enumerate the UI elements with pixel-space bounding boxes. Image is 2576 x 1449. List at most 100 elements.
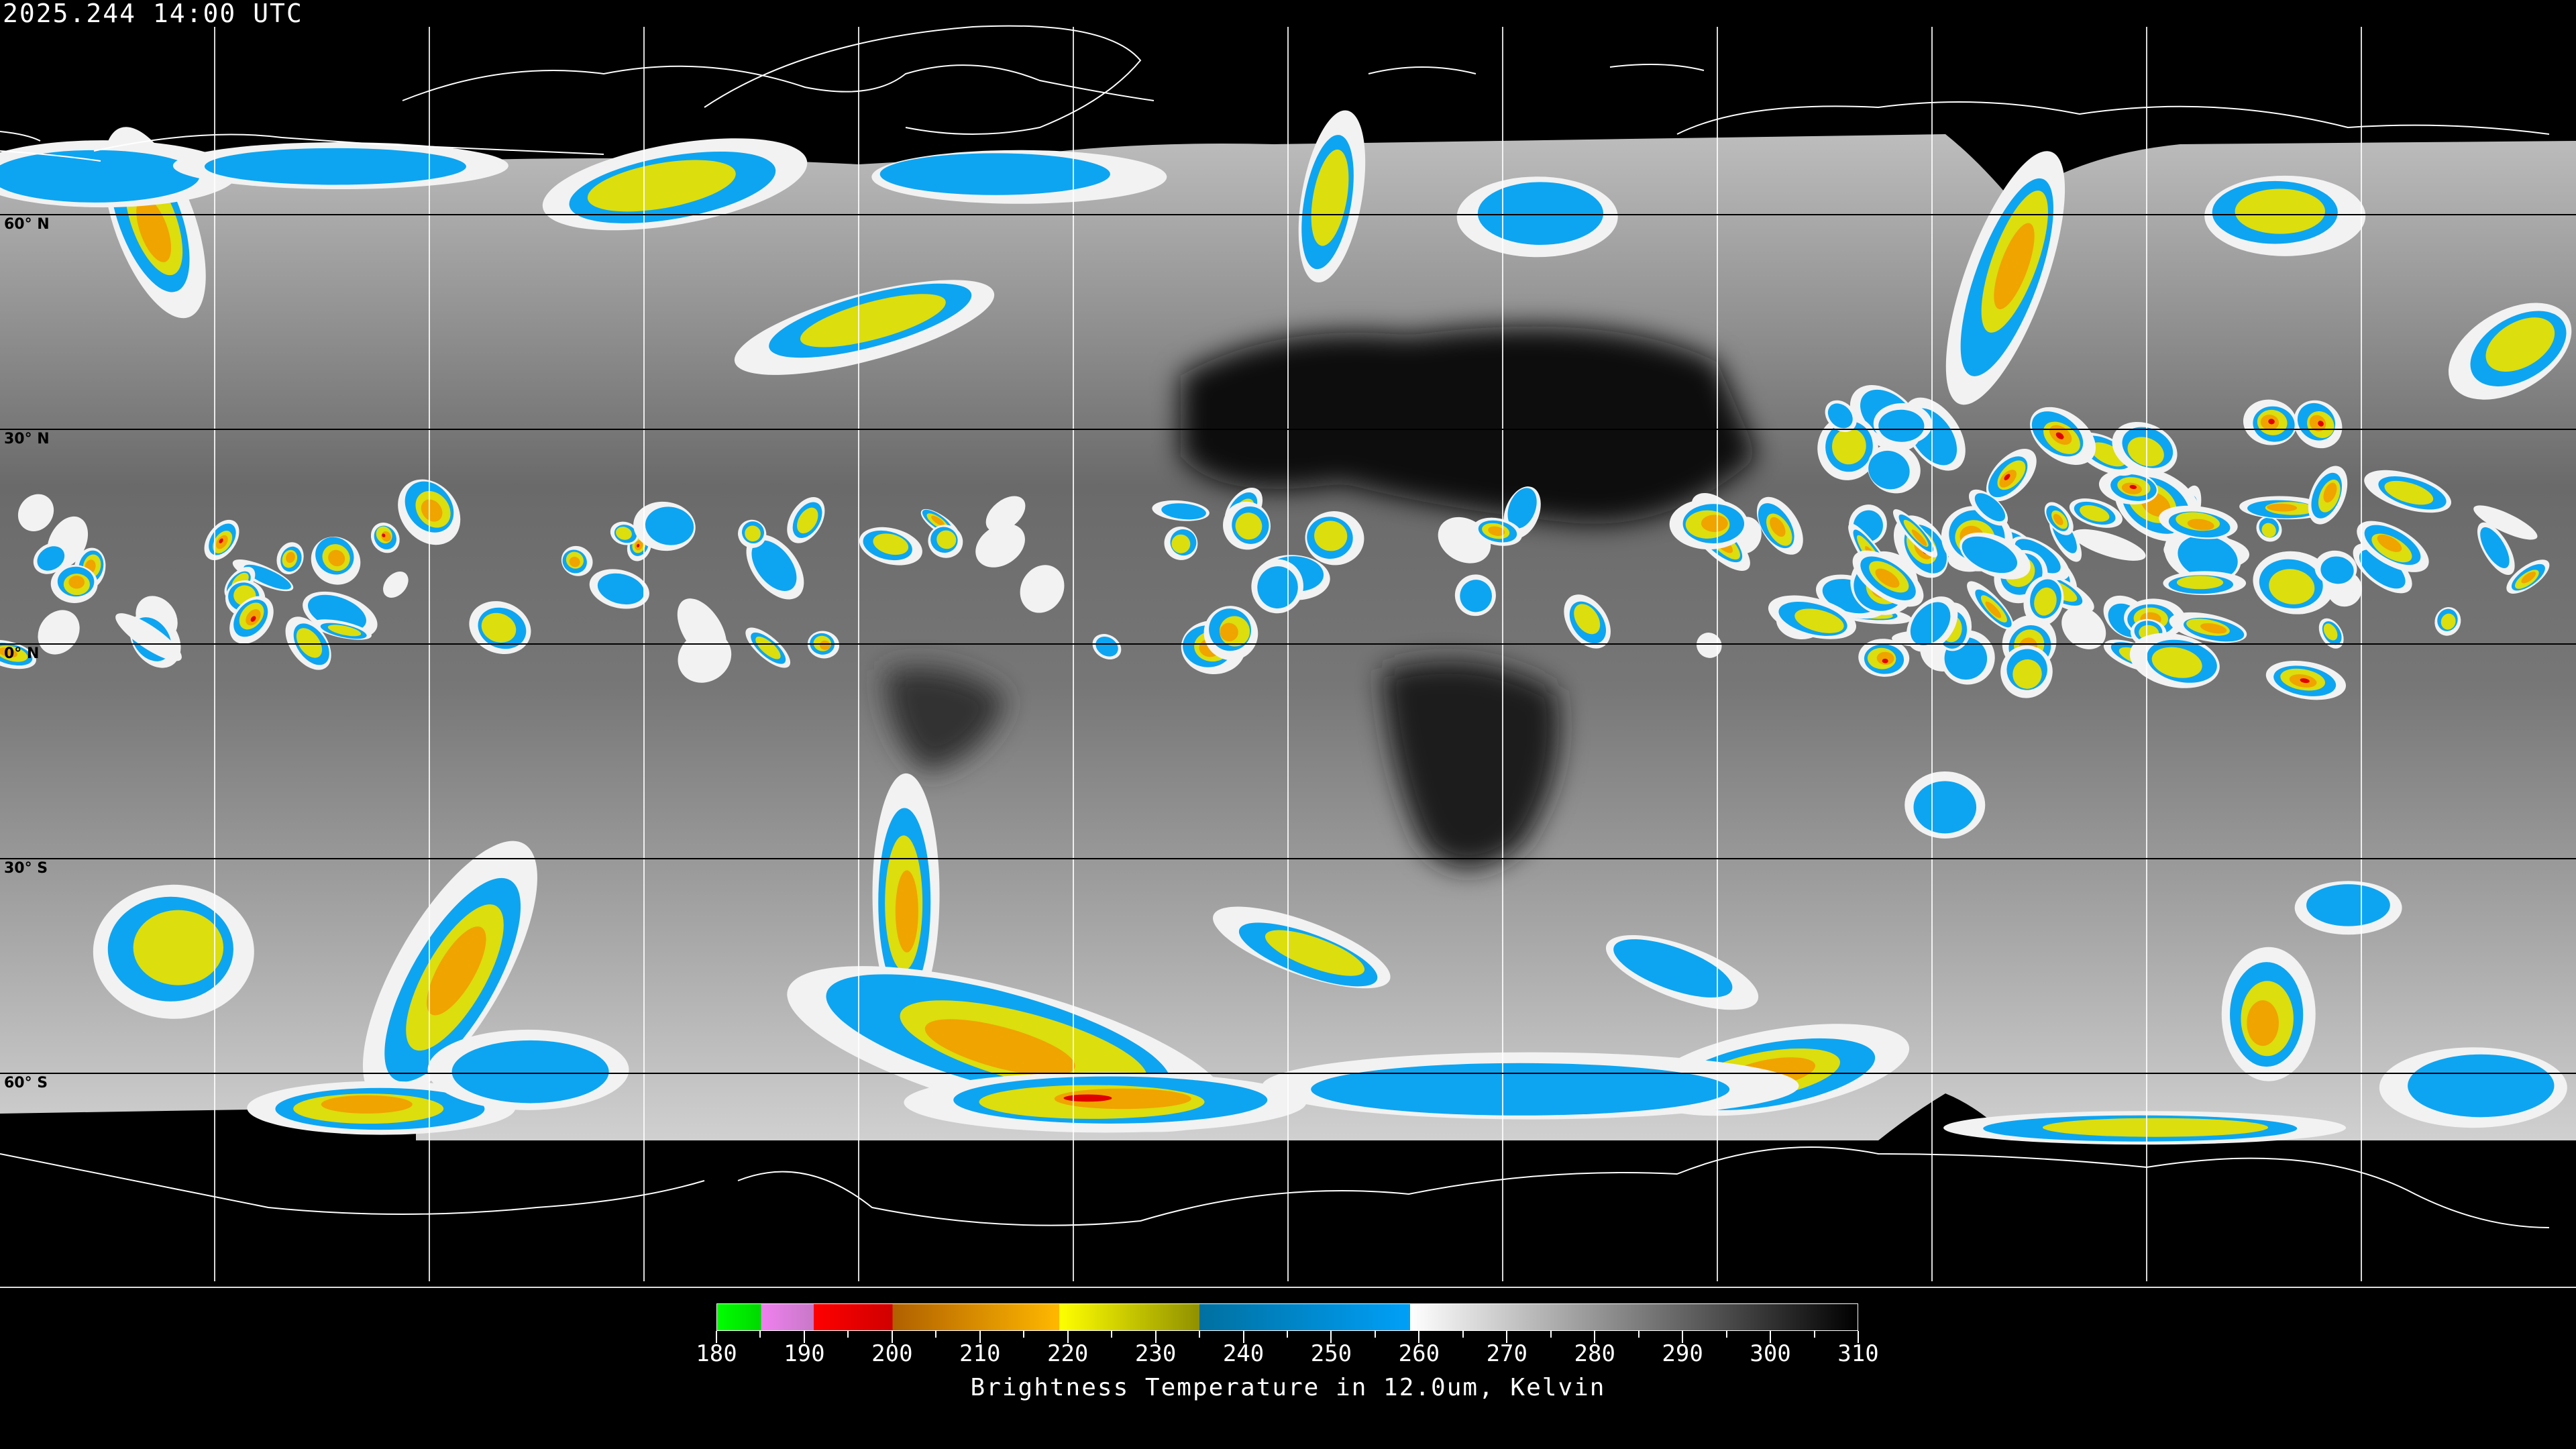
cloud-blob — [1832, 428, 1866, 465]
cloud-blob — [451, 1040, 609, 1104]
cloud-blob — [2072, 529, 2146, 561]
cloud-blob — [2055, 432, 2064, 439]
colorbar-tick — [1638, 1331, 1640, 1338]
cloud-blob — [2012, 659, 2042, 689]
cloud-blob — [1875, 568, 1900, 588]
colorbar-tick — [935, 1331, 937, 1338]
colorbar-tick-label: 280 — [1574, 1340, 1615, 1367]
lat-label-30s: 30° S — [4, 860, 48, 877]
cloud-blob — [2261, 523, 2276, 538]
satellite-map — [0, 25, 2576, 1281]
cloud-blob — [2318, 421, 2324, 427]
colorbar-tick — [1023, 1331, 1025, 1338]
colorbar-tick-label: 290 — [1662, 1340, 1703, 1367]
cloud-blob — [37, 546, 65, 571]
cloud-blob — [1507, 488, 1537, 529]
colorbar-tick-label: 250 — [1310, 1340, 1352, 1367]
cloud-blob — [204, 148, 466, 185]
colorbar-tick — [1287, 1331, 1288, 1338]
cloud-features — [0, 110, 2572, 1145]
cloud-blob — [1827, 403, 1853, 429]
lat-label-60n: 60° N — [4, 216, 50, 233]
cloud-blob — [879, 153, 1110, 195]
colorbar-tick — [1418, 1331, 1420, 1343]
cloud-blob — [1794, 608, 1844, 633]
cloud-blob — [2151, 647, 2202, 678]
cloud-blob — [637, 543, 640, 548]
colorbar-tick — [1770, 1331, 1772, 1343]
cloud-blob — [1985, 601, 2002, 619]
cloud-blob — [873, 533, 909, 555]
cloud-blob — [677, 598, 727, 661]
cloud-blob — [800, 294, 946, 347]
colorbar-tick — [1462, 1331, 1464, 1338]
cloud-blob — [321, 1095, 413, 1114]
cloud-blob — [597, 573, 645, 604]
cloud-blob — [1020, 565, 1065, 613]
cloud-blob — [1910, 602, 1951, 645]
cloud-blob — [2480, 527, 2510, 568]
cloud-blob — [1878, 409, 1925, 442]
colorbar-tick — [803, 1331, 805, 1343]
colorbar-tick-label: 240 — [1222, 1340, 1265, 1367]
colorbar-tick-label: 210 — [959, 1340, 1001, 1367]
cloud-blob — [1488, 526, 1505, 536]
colorbar-tick-label: 180 — [696, 1340, 737, 1367]
cloud-blob — [2129, 484, 2137, 490]
colorbar-tick — [1594, 1331, 1596, 1343]
cloud-blob — [975, 523, 1025, 568]
cloud-blob — [924, 1019, 1075, 1076]
colorbar-tick-label: 200 — [871, 1340, 913, 1367]
colorbar — [716, 1303, 1858, 1331]
cloud-blob — [115, 613, 182, 661]
lat-label-60s: 60° S — [4, 1075, 48, 1091]
cloud-blob — [219, 538, 223, 543]
coastlines — [0, 25, 2550, 1228]
colorbar-tick-label: 310 — [1837, 1340, 1879, 1367]
colorbar-tick — [1199, 1331, 1201, 1338]
cloud-blob — [2306, 884, 2390, 926]
cloud-blob — [745, 525, 761, 542]
cloud-blob — [1876, 651, 1894, 665]
cloud-blob — [1613, 939, 1733, 998]
cloud-blob — [2247, 1000, 2279, 1046]
cloud-blob — [1063, 1094, 1112, 1102]
cloud-blob — [2268, 419, 2275, 425]
cloud-blob — [327, 625, 362, 637]
cloud-blob — [569, 556, 580, 568]
cloud-blob — [2384, 480, 2434, 505]
cloud-blob — [1460, 580, 1492, 612]
cloud-blob — [615, 527, 632, 540]
cloud-blob — [1911, 529, 1927, 546]
cloud-blob — [1882, 658, 1888, 663]
cloud-blob — [936, 530, 957, 549]
cloud-blob — [2053, 514, 2063, 525]
cloud-blob — [751, 540, 797, 591]
cloud-blob — [2034, 587, 2057, 616]
colorbar-tick — [1682, 1331, 1684, 1343]
cloud-blob — [1770, 517, 1786, 537]
colorbar-tick-label: 270 — [1486, 1340, 1528, 1367]
cloud-blob — [587, 160, 736, 212]
cloud-blob — [2323, 482, 2337, 503]
colorbar-tick-label: 260 — [1398, 1340, 1440, 1367]
cloud-blob — [2176, 576, 2224, 590]
cloud-blob — [931, 515, 945, 526]
cloud-blob — [2004, 474, 2010, 480]
cloud-blob — [382, 533, 386, 537]
cloud-blob — [286, 551, 295, 564]
separator — [0, 1287, 2576, 1288]
colorbar-tick-label: 230 — [1134, 1340, 1177, 1367]
lat-label-0n: 0° N — [4, 645, 40, 662]
cloud-blob — [2178, 535, 2238, 580]
cloud-blob — [2359, 549, 2406, 589]
colorbar-tick — [1858, 1331, 1859, 1343]
cloud-blob — [1265, 930, 1365, 976]
cloud-blob — [1054, 1088, 1191, 1110]
cloud-blob — [1913, 781, 1977, 834]
cloud-blob — [2080, 505, 2110, 522]
cloud-blob — [819, 640, 830, 650]
cloud-blob — [244, 564, 291, 590]
cloud-blob — [2061, 606, 2106, 649]
cloud-blob — [296, 628, 323, 658]
